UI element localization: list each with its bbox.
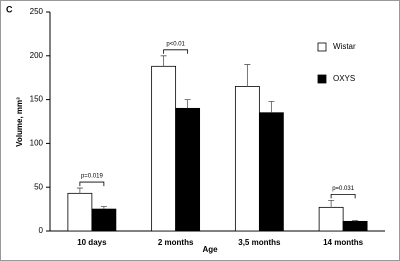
y-tick-label: 150	[30, 95, 44, 104]
y-tick-label: 0	[39, 226, 44, 235]
error-bar	[184, 99, 191, 109]
error-bar	[160, 55, 167, 67]
y-tick-label: 50	[34, 182, 43, 191]
legend-label: OXYS	[333, 74, 355, 83]
y-axis-label: Volume, mm³	[15, 97, 24, 147]
error-bar	[76, 187, 83, 194]
bracket	[330, 193, 356, 199]
error-bar	[100, 206, 107, 210]
bar	[318, 206, 344, 232]
y-tick-label: 100	[30, 139, 44, 148]
bar	[175, 107, 201, 232]
legend-swatch	[317, 74, 327, 84]
error-bar	[352, 220, 359, 222]
bar	[258, 112, 284, 232]
error-bar	[244, 64, 251, 87]
legend-label: Wistar	[333, 42, 356, 51]
y-tick-label: 250	[30, 7, 44, 16]
panel-label: C	[6, 4, 13, 14]
bar	[91, 208, 117, 232]
bar	[342, 220, 368, 232]
x-tick-label: 10 days	[77, 238, 107, 247]
bracket	[163, 49, 189, 54]
bar	[234, 86, 260, 232]
x-tick-label: 2 months	[158, 238, 194, 247]
x-tick-label: 14 months	[323, 238, 364, 247]
error-bar	[268, 100, 275, 113]
bar	[67, 192, 93, 232]
bracket	[79, 181, 105, 187]
annotation: p=0.019	[81, 174, 104, 180]
x-axis-label: Age	[202, 245, 218, 254]
error-bar	[328, 199, 335, 208]
annotation: p<0.01	[166, 41, 185, 47]
legend-swatch	[317, 42, 327, 52]
bar	[151, 65, 177, 232]
x-tick-label: 3,5 months	[238, 238, 281, 247]
annotation: p=0.031	[332, 186, 355, 192]
y-tick-label: 200	[30, 51, 44, 60]
